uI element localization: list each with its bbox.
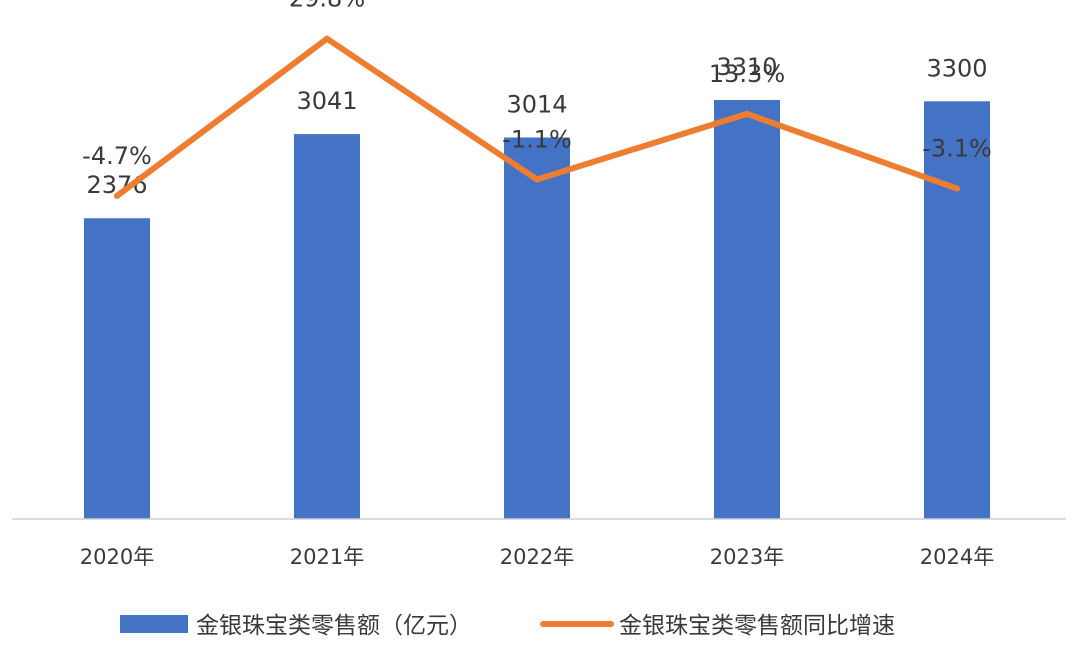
bar-label-4: 3300 (926, 54, 987, 82)
x-tick-label-1: 2021年 (290, 545, 364, 569)
legend-label-bar: 金银珠宝类零售额（亿元） (196, 613, 472, 639)
line-label-4: -3.1% (922, 135, 992, 163)
legend: 金银珠宝类零售额（亿元） 金银珠宝类零售额同比增速 (120, 613, 895, 639)
x-tick-label-2: 2022年 (500, 545, 574, 569)
x-axis-tick-labels: 2020年 2021年 2022年 2023年 2024年 (80, 545, 994, 569)
line-series (114, 35, 960, 199)
bar-3 (714, 100, 780, 519)
line-point-0 (114, 192, 120, 199)
line-label-3: 13.3% (709, 60, 785, 88)
bar-label-2: 3014 (506, 90, 567, 118)
bar-label-3: 3310 (716, 53, 777, 81)
legend-swatch-bar (120, 615, 188, 633)
bar-series (84, 100, 990, 520)
bar-4 (924, 101, 990, 519)
bar-0 (84, 218, 150, 520)
line-label-2: -1.1% (502, 125, 572, 153)
x-tick-label-4: 2024年 (920, 545, 994, 569)
bar-label-1: 3041 (296, 87, 357, 115)
x-tick-label-3: 2023年 (710, 545, 784, 569)
x-tick-label-0: 2020年 (80, 545, 154, 569)
legend-label-line: 金银珠宝类零售额同比增速 (619, 613, 895, 639)
line-data-labels: -4.7% 29.8% -1.1% 13.3% -3.1% (82, 0, 992, 170)
bar-1 (294, 134, 360, 519)
line-label-0: -4.7% (82, 142, 152, 170)
line-point-2 (534, 176, 540, 183)
bar-2 (504, 137, 570, 519)
line-point-1 (324, 35, 330, 42)
line-point-4 (954, 185, 960, 192)
line-point-3 (744, 110, 750, 117)
line-label-1: 29.8% (289, 0, 365, 13)
